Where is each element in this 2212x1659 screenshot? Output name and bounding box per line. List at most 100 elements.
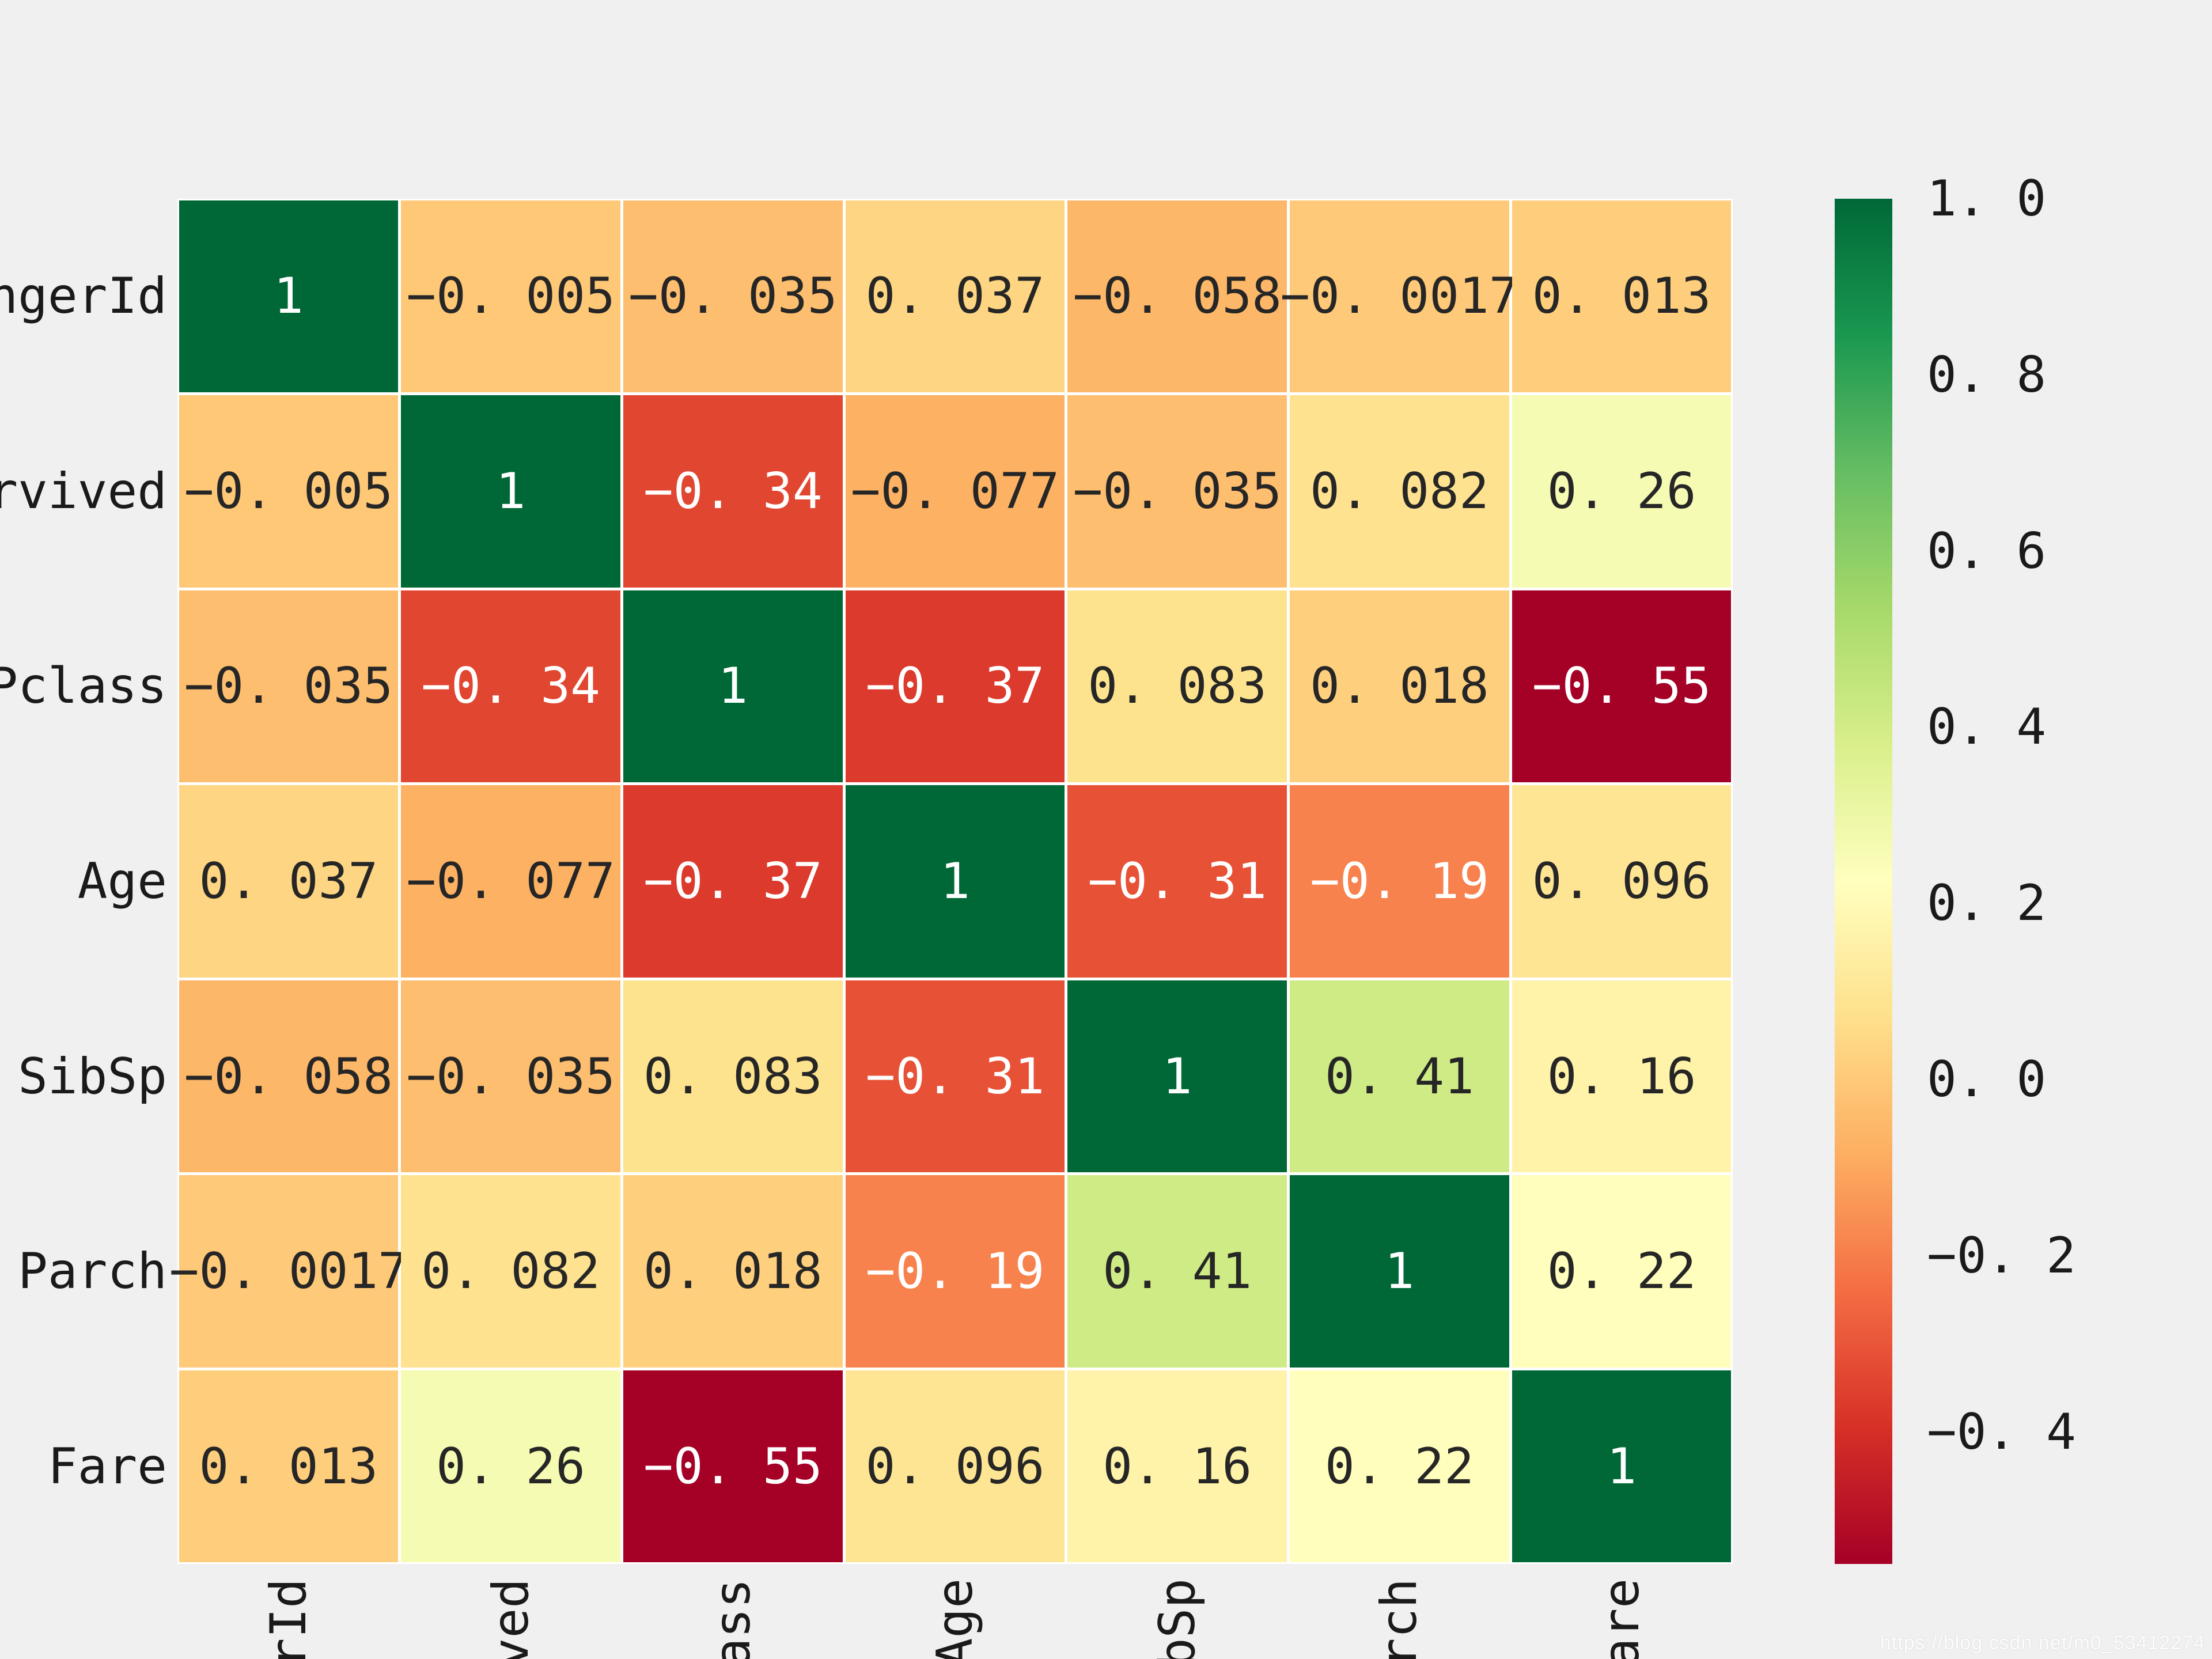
heatmap-cell: 1 — [1290, 1175, 1509, 1368]
column-label: Fare — [1593, 1578, 1651, 1659]
heatmap-cell: −0. 55 — [1512, 590, 1732, 783]
heatmap-cell: 0. 082 — [1290, 395, 1509, 588]
cell-value: 0. 037 — [865, 267, 1045, 325]
column-label: PassengerId — [260, 1578, 317, 1659]
heatmap-cell: −0. 005 — [401, 200, 620, 393]
cell-value: 0. 037 — [199, 852, 378, 910]
heatmap-cell: 0. 41 — [1067, 1175, 1287, 1368]
row-label: PassengerId — [0, 267, 167, 325]
heatmap-cell: 0. 013 — [1512, 200, 1732, 393]
cell-value: −0. 0017 — [169, 1243, 408, 1301]
column-label: Age — [926, 1578, 984, 1659]
cell-value: −0. 0017 — [1280, 267, 1519, 325]
cell-value: −0. 058 — [184, 1047, 393, 1105]
colorbar — [1835, 199, 1892, 1564]
heatmap-cell: 0. 018 — [623, 1175, 843, 1368]
column-label: SibSp — [1148, 1578, 1206, 1659]
colorbar-tick-label: 0. 0 — [1927, 1051, 2047, 1109]
heatmap-cell: −0. 31 — [845, 980, 1065, 1173]
heatmap-cell: −0. 058 — [1067, 200, 1287, 393]
heatmap-cell: −0. 058 — [179, 980, 399, 1173]
heatmap-cell: 0. 26 — [401, 1370, 620, 1563]
heatmap-cell: −0. 005 — [179, 395, 399, 588]
heatmap-cell: 0. 096 — [1512, 785, 1732, 978]
cell-value: 0. 082 — [1310, 462, 1489, 520]
heatmap-cell: −0. 34 — [623, 395, 843, 588]
column-label: Pclass — [704, 1578, 762, 1659]
cell-value: 1 — [1162, 1047, 1192, 1105]
cell-value: −0. 077 — [406, 852, 615, 910]
heatmap-cell: 1 — [623, 590, 843, 783]
row-label: Survived — [0, 462, 167, 520]
cell-value: 1 — [1607, 1437, 1637, 1495]
cell-value: −0. 077 — [850, 462, 1060, 520]
heatmap-cell: −0. 035 — [401, 980, 620, 1173]
heatmap-cell: −0. 035 — [623, 200, 843, 393]
heatmap-cell: −0. 035 — [179, 590, 399, 783]
cell-value: 0. 013 — [1532, 267, 1711, 325]
row-label: Fare — [47, 1437, 167, 1495]
heatmap-cell: −0. 37 — [845, 590, 1065, 783]
row-label: Pclass — [0, 657, 167, 715]
cell-value: −0. 005 — [184, 462, 393, 520]
cell-value: 1 — [718, 657, 748, 715]
colorbar-tick-label: −0. 2 — [1927, 1226, 2076, 1285]
cell-value: 1 — [940, 852, 970, 910]
heatmap-cell: 1 — [1512, 1370, 1732, 1563]
heatmap-cell: 0. 22 — [1512, 1175, 1732, 1368]
cell-value: −0. 035 — [628, 267, 838, 325]
column-label: Survived — [482, 1578, 540, 1659]
heatmap-cell: 0. 037 — [179, 785, 399, 978]
heatmap-cell: 0. 083 — [1067, 590, 1287, 783]
cell-value: 1 — [495, 462, 526, 520]
cell-value: −0. 31 — [865, 1047, 1045, 1105]
colorbar-tick-label: 0. 4 — [1927, 698, 2047, 756]
heatmap-cell: 1 — [845, 785, 1065, 978]
cell-value: −0. 55 — [1532, 657, 1711, 715]
heatmap-cell: 0. 26 — [1512, 395, 1732, 588]
row-label: SibSp — [18, 1047, 167, 1105]
heatmap-cell: −0. 077 — [401, 785, 620, 978]
column-label: Parch — [1370, 1578, 1429, 1659]
cell-value: 0. 018 — [643, 1243, 823, 1301]
heatmap-cell: 0. 41 — [1290, 980, 1509, 1173]
cell-value: −0. 035 — [184, 657, 393, 715]
heatmap-cell: 0. 018 — [1290, 590, 1509, 783]
cell-value: 0. 41 — [1103, 1243, 1252, 1301]
heatmap-cell: −0. 035 — [1067, 395, 1287, 588]
cell-value: 0. 096 — [1532, 852, 1711, 910]
heatmap-cell: −0. 077 — [845, 395, 1065, 588]
cell-value: −0. 19 — [865, 1243, 1045, 1301]
cell-value: 0. 16 — [1547, 1047, 1696, 1105]
heatmap-cell: −0. 34 — [401, 590, 620, 783]
cell-value: 1 — [273, 267, 304, 325]
heatmap-cell: −0. 19 — [1290, 785, 1509, 978]
heatmap-cell: 0. 16 — [1067, 1370, 1287, 1563]
heatmap-cell: 1 — [179, 200, 399, 393]
heatmap-cell: −0. 31 — [1067, 785, 1287, 978]
colorbar-tick-label: 0. 6 — [1927, 522, 2047, 580]
cell-value: −0. 035 — [406, 1047, 615, 1105]
cell-value: −0. 035 — [1073, 462, 1282, 520]
cell-value: −0. 37 — [643, 852, 823, 910]
cell-value: −0. 55 — [643, 1437, 823, 1495]
heatmap-cell: 1 — [401, 395, 620, 588]
cell-value: 0. 22 — [1547, 1243, 1696, 1301]
heatmap-cell: −0. 37 — [623, 785, 843, 978]
watermark-link: https://blog.csdn.net/m0_53412274 — [1880, 1632, 2205, 1654]
cell-value: 0. 096 — [865, 1437, 1045, 1495]
cell-value: 0. 013 — [199, 1437, 378, 1495]
cell-value: 1 — [1384, 1243, 1415, 1301]
cell-value: −0. 19 — [1310, 852, 1489, 910]
cell-value: 0. 083 — [1088, 657, 1267, 715]
heatmap-grid: 1 −0. 005 −0. 035 0. 037 −0. 058 −0. 0017 0. 0… — [169, 199, 1733, 1564]
colorbar-tick-label: 1. 0 — [1927, 170, 2047, 228]
heatmap-cell: 0. 22 — [1290, 1370, 1509, 1563]
heatmap-cell: −0. 19 — [845, 1175, 1065, 1368]
heatmap-cell: 0. 083 — [623, 980, 843, 1173]
cell-value: −0. 058 — [1073, 267, 1282, 325]
cell-value: −0. 005 — [406, 267, 615, 325]
colorbar-tick-label: 0. 2 — [1927, 874, 2047, 933]
heatmap-cell: 1 — [1067, 980, 1287, 1173]
